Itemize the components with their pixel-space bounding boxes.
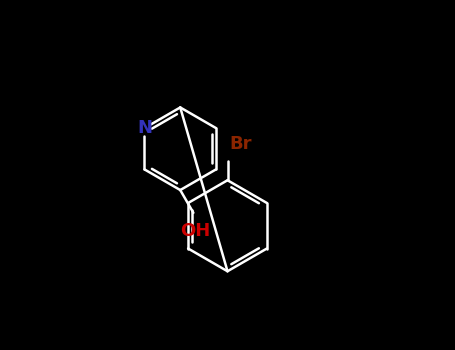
Text: OH: OH bbox=[180, 222, 210, 239]
Text: N: N bbox=[137, 119, 152, 137]
Text: Br: Br bbox=[229, 135, 252, 153]
